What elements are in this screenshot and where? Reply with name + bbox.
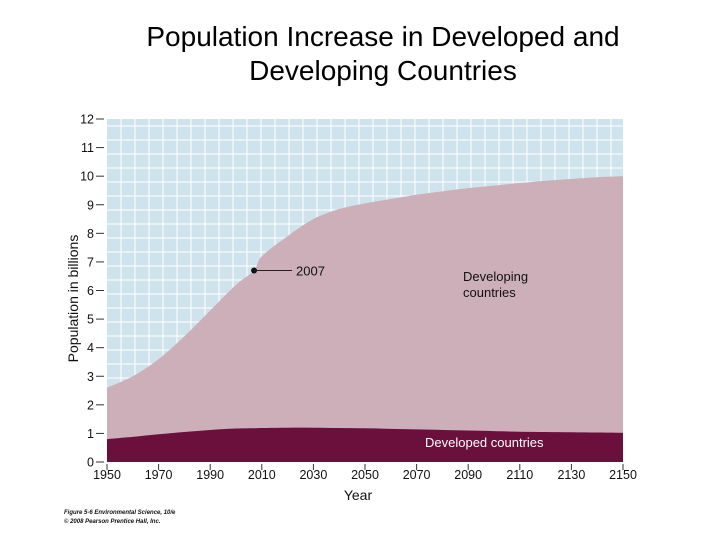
y-tick-label: 6 [87, 284, 94, 298]
y-tick-label: 7 [87, 255, 94, 269]
x-axis-title: Year [344, 487, 373, 503]
x-tick-label: 2030 [299, 468, 327, 482]
x-tick-label: 2070 [403, 468, 431, 482]
annotation-2007-label: 2007 [296, 263, 325, 278]
y-tick-label: 1 [87, 427, 94, 441]
area-developing-countries [107, 176, 623, 462]
y-tick-label: 5 [87, 313, 94, 327]
x-tick-label: 2090 [454, 468, 482, 482]
area-developed-countries [107, 427, 623, 462]
annotation-developing-label: Developing [463, 269, 528, 284]
figure-credit: Figure 5-6 Environmental Science, 10/e [64, 510, 176, 516]
y-axis-title: Population in billions [65, 235, 81, 363]
y-tick-label: 9 [87, 198, 94, 212]
y-tick-label: 10 [80, 170, 94, 184]
slide-title-line-2: Developing Countries [249, 55, 517, 86]
y-tick-label: 12 [80, 113, 94, 127]
annotation-developing-label: countries [463, 285, 516, 300]
x-tick-label: 1950 [93, 468, 121, 482]
y-tick-label: 4 [87, 341, 94, 355]
y-tick-label: 2 [87, 398, 94, 412]
slide-title: Population Increase in Developed and Dev… [0, 20, 720, 88]
x-tick-label: 2150 [609, 468, 637, 482]
copyright-credit: © 2008 Pearson Prentice Hall, Inc. [64, 519, 161, 525]
y-tick-label: 3 [87, 370, 94, 384]
y-tick-label: 8 [87, 227, 94, 241]
x-tick-label: 2010 [248, 468, 276, 482]
x-tick-label: 1970 [145, 468, 173, 482]
x-tick-label: 2050 [351, 468, 379, 482]
y-tick-label: 0 [87, 456, 94, 470]
slide-title-line-1: Population Increase in Developed and [146, 21, 620, 52]
y-tick-label: 11 [81, 141, 94, 155]
annotation-developed-label: Developed countries [425, 435, 544, 450]
x-tick-label: 1990 [196, 468, 224, 482]
x-tick-label: 2130 [557, 468, 585, 482]
x-tick-label: 2110 [506, 468, 533, 482]
